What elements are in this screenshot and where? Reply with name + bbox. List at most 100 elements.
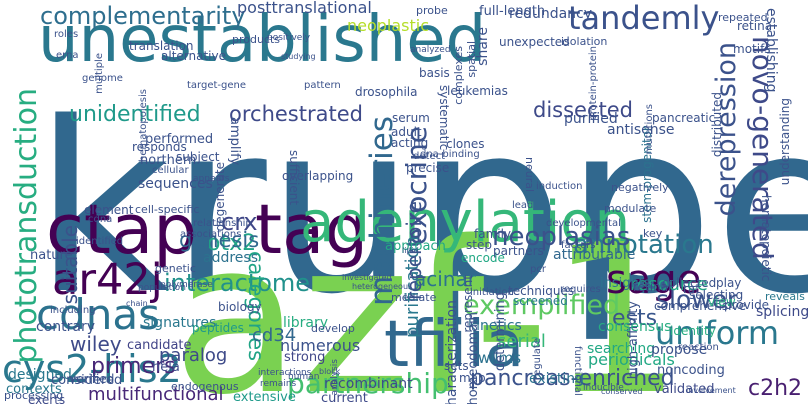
word-cloud-word: responds — [132, 140, 187, 154]
word-cloud-word: erna — [56, 50, 79, 61]
word-cloud-word: repeated — [718, 11, 768, 24]
word-cloud-word: azf-1 — [172, 196, 683, 404]
word-cloud-word: exemplified — [463, 290, 621, 321]
word-cloud-word: signatures — [143, 315, 217, 331]
word-cloud-word: share — [475, 27, 491, 66]
word-cloud-word: adult — [391, 125, 422, 139]
word-cloud-word: ctap — [46, 190, 198, 270]
word-cloud-word: processing — [4, 389, 64, 402]
word-cloud-word: novo-generated — [746, 36, 779, 260]
word-cloud-word: drosophila — [355, 85, 418, 99]
word-cloud-word: neoplasias — [492, 222, 631, 252]
word-cloud-word: products — [232, 33, 281, 46]
word-cloud-word: attributable — [553, 247, 636, 263]
word-cloud-word: developmental — [546, 218, 621, 229]
word-cloud-word: modulate — [604, 202, 657, 215]
word-cloud-word: studying — [281, 52, 316, 61]
word-cloud-word: family — [474, 227, 512, 241]
word-cloud-word: contexts — [6, 382, 62, 397]
word-cloud-word: unexpected — [499, 35, 570, 49]
word-cloud-word: cd34 — [252, 325, 297, 346]
word-cloud-word: sets — [444, 359, 469, 373]
word-cloud-word: validated — [654, 382, 715, 397]
word-cloud-word: contrary — [36, 319, 96, 335]
word-cloud-word: pancreas-enriched — [470, 366, 675, 391]
word-cloud-word: develop — [311, 322, 355, 335]
word-cloud-word: splicing — [756, 304, 808, 320]
word-cloud-word: target-gene — [187, 80, 247, 91]
word-cloud-word: neoplastic — [347, 16, 430, 35]
word-cloud-word: insights — [600, 276, 651, 291]
word-cloud-word: tag — [255, 190, 369, 270]
word-cloud-word: screened — [513, 294, 568, 308]
word-cloud-word: motifs — [733, 42, 771, 56]
word-cloud-word: basis — [419, 66, 450, 80]
word-cloud-word: pcr — [530, 264, 546, 275]
word-cloud-word: isolation — [561, 35, 608, 48]
word-cloud-word: alternative — [161, 49, 226, 63]
word-cloud-word: adenylation — [300, 190, 631, 255]
word-cloud-word: spatial — [465, 41, 478, 78]
word-cloud-word: partners — [493, 244, 544, 258]
word-cloud-word: considered — [51, 373, 123, 388]
word-cloud-word: factors — [561, 240, 596, 251]
word-cloud-word: crx — [221, 208, 258, 236]
word-cloud-word: positively — [267, 33, 311, 43]
word-cloud-word: analysis — [330, 359, 340, 396]
word-cloud-word: annotation — [573, 230, 714, 260]
word-cloud-word: genetic — [155, 262, 196, 275]
word-cloud-word: interactions — [258, 368, 312, 378]
word-cloud-word: c2h2 — [748, 376, 803, 401]
word-cloud-word: genesis — [179, 228, 260, 252]
word-cloud-word: techniques — [508, 284, 575, 298]
word-cloud-word: mediate — [391, 291, 437, 304]
word-cloud-word: hematopoietic — [759, 195, 773, 282]
word-cloud-word: periodicals — [588, 350, 675, 369]
word-cloud-word: cys2-his2 — [2, 347, 182, 391]
word-cloud-word: tfiiia — [384, 308, 525, 382]
word-cloud-word: human — [288, 372, 320, 382]
word-cloud-word: appears — [193, 174, 230, 184]
word-cloud-word: paralog — [159, 345, 228, 366]
word-cloud-word: nature — [30, 248, 73, 263]
word-cloud-word: establishing — [763, 8, 779, 93]
word-cloud-word: reveals — [765, 290, 805, 303]
word-cloud-word: address — [203, 250, 259, 266]
word-cloud-word: overlapping — [282, 169, 354, 183]
word-cloud-word: investigated — [342, 273, 392, 282]
word-cloud-word: distributed — [710, 92, 724, 158]
word-cloud-word: biology — [218, 300, 262, 314]
word-cloud-word: step — [466, 238, 492, 252]
word-cloud-word: interactome — [164, 269, 311, 297]
word-cloud-word: categories — [244, 251, 268, 362]
word-cloud-word: understanding — [778, 98, 792, 186]
word-cloud-word: hela — [152, 360, 180, 375]
word-cloud-word: identified — [76, 236, 124, 247]
word-cloud-word: ar42j — [52, 255, 163, 305]
word-cloud-word: encode — [461, 251, 505, 265]
word-cloud-word: identity — [670, 324, 716, 338]
word-cloud-word: ests — [612, 306, 658, 331]
word-cloud-word: posttranslational — [237, 0, 372, 17]
word-cloud-word: amplify — [227, 117, 242, 166]
word-cloud-word: candidate — [127, 338, 192, 353]
word-cloud-word: lead — [512, 200, 534, 211]
word-cloud-word: redundancy — [509, 6, 593, 22]
word-cloud-word: peptides — [192, 321, 244, 335]
word-cloud-word: wilms — [478, 349, 522, 367]
word-cloud-word: cdna — [88, 214, 113, 225]
word-cloud-word: pancreatic — [652, 111, 716, 125]
word-cloud-word: wiley — [70, 332, 122, 356]
word-cloud-word: primers — [91, 354, 176, 379]
word-cloud-word: associations — [180, 229, 242, 240]
word-cloud-word: designed — [8, 367, 72, 383]
word-cloud-word: retina — [737, 19, 773, 33]
word-cloud-word: translation — [129, 39, 194, 53]
word-cloud-word: propose — [651, 342, 708, 358]
word-cloud-word: verified — [69, 372, 115, 386]
word-cloud-word: population — [138, 283, 186, 293]
word-cloud-word: kruppel — [34, 73, 808, 346]
word-cloud-word: play — [716, 276, 742, 290]
word-cloud-word: high-affinity — [626, 301, 641, 380]
